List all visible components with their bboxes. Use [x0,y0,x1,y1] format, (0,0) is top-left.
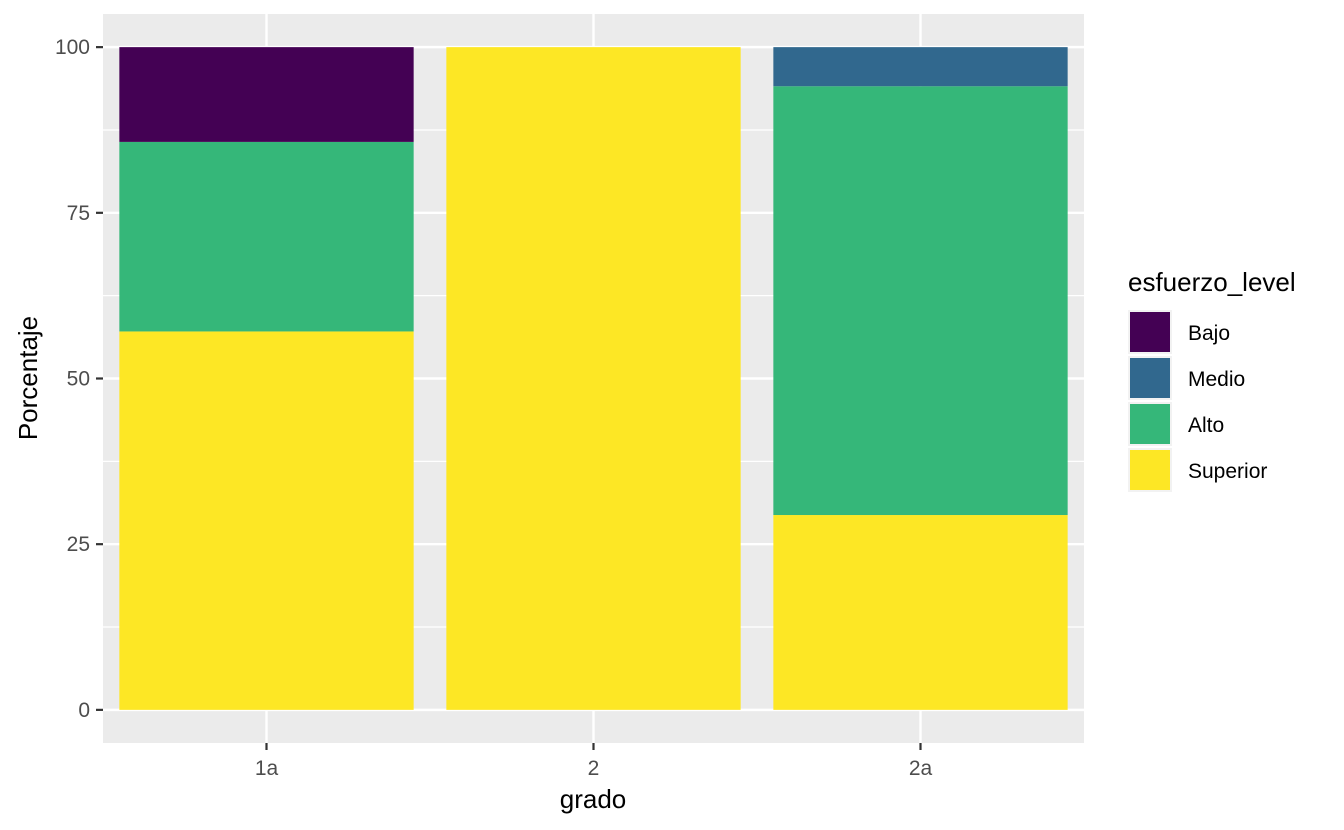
y-axis: 0 25 50 75 100 [55,36,103,722]
x-axis-title: grado [560,784,627,814]
legend-label-alto: Alto [1188,414,1224,437]
legend: esfuerzo_level Bajo Medio Alto Superior [1128,267,1296,492]
y-axis-title: Porcentaje [13,316,43,440]
x-tick-label: 1a [255,757,279,780]
legend-swatch-medio [1130,358,1170,398]
y-tick-label: 100 [55,36,90,59]
legend-label-medio: Medio [1188,368,1245,391]
legend-title: esfuerzo_level [1128,267,1296,297]
bar-segment-1a-bajo [119,47,414,142]
legend-label-superior: Superior [1188,460,1267,483]
legend-swatch-superior [1130,450,1170,490]
x-tick-label: 2 [588,757,600,780]
x-tick-label: 2a [909,757,933,780]
y-tick-label: 25 [67,533,90,556]
bar-segment-2a-alto [773,86,1068,516]
bars [119,47,1068,710]
bar-segment-1a-alto [119,141,414,332]
bar-segment-2a-medio [773,47,1068,87]
bar-segment-2a-superior [773,515,1068,710]
legend-swatch-bajo [1130,312,1170,352]
y-tick-label: 75 [67,202,90,225]
y-tick-label: 0 [78,699,90,722]
bar-segment-2-superior [446,47,741,710]
legend-label-bajo: Bajo [1188,322,1230,345]
bar-segment-1a-superior [119,331,414,710]
legend-swatch-alto [1130,404,1170,444]
y-tick-label: 50 [67,368,90,391]
x-axis: 1a 2 2a [255,743,933,780]
